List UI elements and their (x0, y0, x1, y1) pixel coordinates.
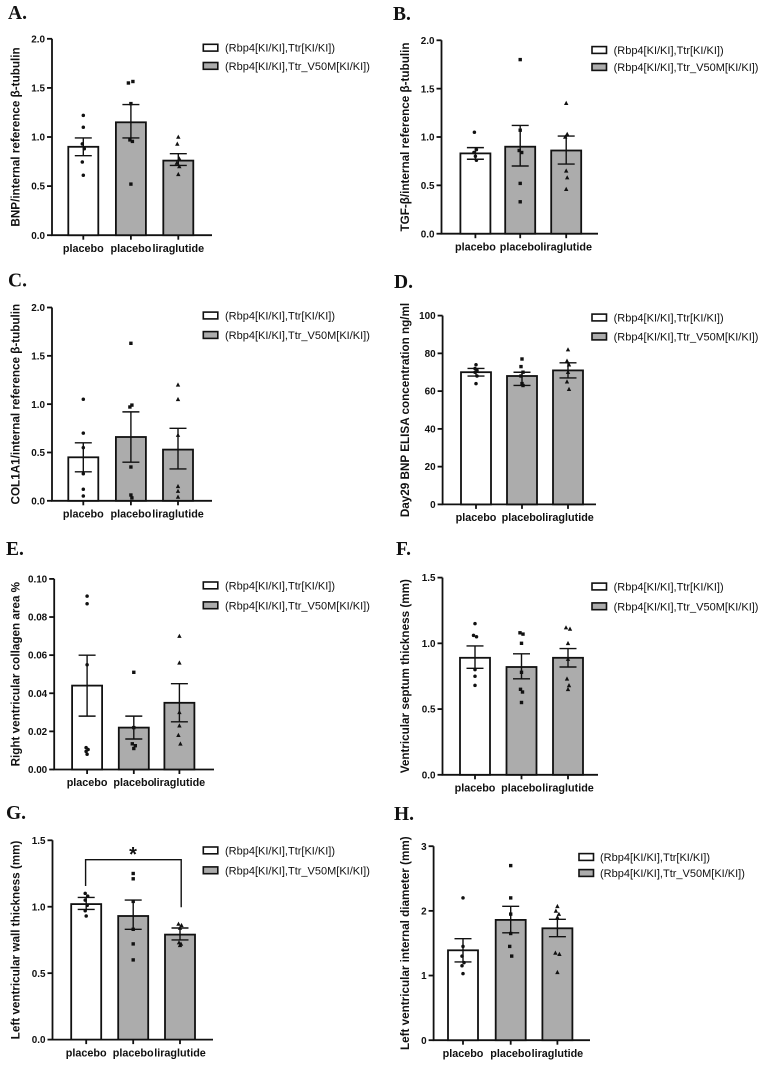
svg-text:B.: B. (393, 4, 411, 25)
svg-text:placebo: placebo (63, 243, 104, 255)
svg-text:placebo: placebo (113, 1047, 154, 1059)
svg-text:liraglutide: liraglutide (540, 241, 592, 253)
svg-text:100: 100 (419, 311, 436, 322)
svg-text:1.0: 1.0 (32, 902, 46, 913)
svg-text:placebo: placebo (490, 1048, 531, 1060)
svg-text:2.0: 2.0 (421, 36, 435, 47)
svg-text:0.5: 0.5 (31, 448, 45, 459)
svg-text:0: 0 (421, 1036, 427, 1047)
svg-text:liraglutide: liraglutide (532, 1048, 584, 1060)
svg-text:(Rbp4[KI/KI],Ttr_V50M[KI/KI]): (Rbp4[KI/KI],Ttr_V50M[KI/KI]) (225, 865, 370, 877)
svg-text:liraglutide: liraglutide (153, 243, 205, 255)
svg-text:placebo: placebo (113, 777, 154, 789)
svg-text:1.5: 1.5 (421, 84, 435, 95)
svg-text:placebo: placebo (443, 1048, 484, 1060)
svg-text:placebo: placebo (110, 509, 151, 521)
svg-text:placebo: placebo (501, 783, 542, 795)
svg-text:D.: D. (394, 272, 413, 293)
svg-text:H.: H. (394, 804, 414, 825)
svg-text:placebo: placebo (456, 512, 497, 524)
svg-text:2.0: 2.0 (31, 303, 45, 314)
svg-text:placebo: placebo (502, 512, 543, 524)
svg-text:0.08: 0.08 (28, 613, 48, 624)
svg-text:Ventricular septum thickness (: Ventricular septum thickness (mm) (399, 579, 412, 773)
svg-text:0.00: 0.00 (28, 765, 48, 776)
svg-text:E.: E. (6, 539, 24, 560)
svg-text:(Rbp4[KI/KI],Ttr_V50M[KI/KI]): (Rbp4[KI/KI],Ttr_V50M[KI/KI]) (225, 600, 370, 612)
svg-text:0.5: 0.5 (32, 969, 46, 980)
svg-text:(Rbp4[KI/KI],Ttr[KI/KI]): (Rbp4[KI/KI],Ttr[KI/KI]) (225, 845, 335, 857)
svg-text:(Rbp4[KI/KI],Ttr[KI/KI]): (Rbp4[KI/KI],Ttr[KI/KI]) (614, 45, 724, 57)
svg-text:1: 1 (421, 971, 427, 982)
svg-text:liraglutide: liraglutide (152, 509, 204, 521)
svg-text:1.5: 1.5 (31, 84, 45, 95)
svg-text:1.0: 1.0 (31, 400, 45, 411)
svg-text:1.0: 1.0 (421, 133, 435, 144)
svg-text:placebo: placebo (455, 241, 496, 253)
svg-text:0.0: 0.0 (31, 231, 45, 242)
svg-text:(Rbp4[KI/KI],Ttr[KI/KI]): (Rbp4[KI/KI],Ttr[KI/KI]) (225, 43, 335, 55)
svg-text:placebo: placebo (500, 241, 541, 253)
svg-text:60: 60 (425, 387, 436, 398)
svg-text:0.10: 0.10 (28, 575, 48, 586)
svg-text:(Rbp4[KI/KI],Ttr_V50M[KI/KI]): (Rbp4[KI/KI],Ttr_V50M[KI/KI]) (225, 61, 370, 73)
svg-text:(Rbp4[KI/KI],Ttr_V50M[KI/KI]): (Rbp4[KI/KI],Ttr_V50M[KI/KI]) (614, 332, 759, 344)
svg-text:(Rbp4[KI/KI],Ttr_V50M[KI/KI]): (Rbp4[KI/KI],Ttr_V50M[KI/KI]) (614, 62, 759, 74)
svg-text:2.0: 2.0 (31, 34, 45, 45)
svg-text:0.0: 0.0 (32, 1035, 46, 1046)
svg-text:1.5: 1.5 (32, 836, 46, 847)
svg-text:TGF-β/internal reference β-tub: TGF-β/internal reference β-tubulin (399, 43, 412, 232)
svg-text:A.: A. (8, 3, 27, 24)
svg-text:Left ventricular internal diam: Left ventricular internal diameter (mm) (399, 836, 412, 1050)
svg-text:F.: F. (396, 539, 411, 560)
svg-text:0.0: 0.0 (422, 770, 436, 781)
svg-text:0.5: 0.5 (421, 181, 435, 192)
svg-text:2: 2 (421, 906, 427, 917)
svg-text:0: 0 (430, 500, 436, 511)
svg-text:0.06: 0.06 (28, 651, 48, 662)
svg-text:liraglutide: liraglutide (154, 1047, 206, 1059)
svg-text:placebo: placebo (67, 777, 108, 789)
svg-text:(Rbp4[KI/KI],Ttr_V50M[KI/KI]): (Rbp4[KI/KI],Ttr_V50M[KI/KI]) (614, 601, 759, 613)
svg-text:0.02: 0.02 (28, 727, 48, 738)
svg-text:0.0: 0.0 (31, 496, 45, 507)
svg-text:80: 80 (425, 349, 436, 360)
svg-text:*: * (129, 844, 137, 866)
svg-text:placebo: placebo (66, 1047, 107, 1059)
svg-text:3: 3 (421, 842, 427, 853)
svg-text:1.5: 1.5 (31, 351, 45, 362)
svg-text:0.5: 0.5 (31, 182, 45, 193)
svg-text:(Rbp4[KI/KI],Ttr[KI/KI]): (Rbp4[KI/KI],Ttr[KI/KI]) (225, 580, 335, 592)
svg-text:liraglutide: liraglutide (542, 783, 594, 795)
svg-text:liraglutide: liraglutide (542, 512, 594, 524)
svg-text:placebo: placebo (63, 509, 104, 521)
svg-text:placebo: placebo (110, 243, 151, 255)
svg-text:(Rbp4[KI/KI],Ttr[KI/KI]): (Rbp4[KI/KI],Ttr[KI/KI]) (600, 852, 710, 864)
svg-text:COL1A1/internal reference β-tu: COL1A1/internal reference β-tubulin (10, 304, 23, 505)
svg-text:40: 40 (425, 424, 436, 435)
svg-text:(Rbp4[KI/KI],Ttr[KI/KI]): (Rbp4[KI/KI],Ttr[KI/KI]) (614, 582, 724, 594)
svg-text:BNP/internal reference β-tubul: BNP/internal reference β-tubulin (10, 47, 23, 226)
svg-text:(Rbp4[KI/KI],Ttr_V50M[KI/KI]): (Rbp4[KI/KI],Ttr_V50M[KI/KI]) (600, 868, 745, 880)
svg-text:liraglutide: liraglutide (154, 777, 206, 789)
svg-text:1.0: 1.0 (422, 639, 436, 650)
svg-text:Left ventricular wall thicknes: Left ventricular wall thickness (mm) (10, 840, 23, 1039)
svg-text:1.5: 1.5 (422, 573, 436, 584)
svg-text:(Rbp4[KI/KI],Ttr[KI/KI]): (Rbp4[KI/KI],Ttr[KI/KI]) (614, 313, 724, 325)
svg-text:C.: C. (8, 271, 27, 292)
svg-text:(Rbp4[KI/KI],Ttr[KI/KI]): (Rbp4[KI/KI],Ttr[KI/KI]) (225, 311, 335, 323)
svg-text:0.5: 0.5 (422, 705, 436, 716)
svg-text:(Rbp4[KI/KI],Ttr_V50M[KI/KI]): (Rbp4[KI/KI],Ttr_V50M[KI/KI]) (225, 330, 370, 342)
svg-text:Right ventricular collagen are: Right ventricular collagen area % (10, 581, 23, 766)
svg-text:Day29 BNP ELISA concentration: Day29 BNP ELISA concentration ng/ml (399, 303, 412, 517)
svg-text:0.04: 0.04 (28, 689, 48, 700)
svg-text:20: 20 (425, 462, 436, 473)
svg-text:placebo: placebo (455, 783, 496, 795)
svg-text:1.0: 1.0 (31, 133, 45, 144)
svg-text:0.0: 0.0 (421, 229, 435, 240)
svg-text:G.: G. (6, 803, 26, 824)
